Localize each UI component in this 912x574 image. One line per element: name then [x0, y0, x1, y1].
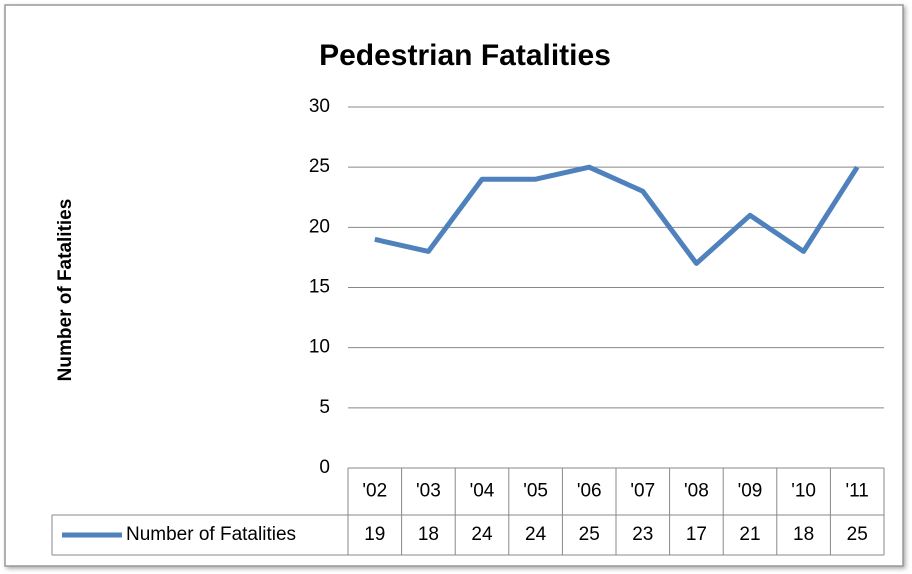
table-value: 17	[686, 524, 707, 545]
x-tick-label: '09	[738, 481, 763, 502]
x-tick-label: '05	[523, 481, 548, 502]
y-tick-label: 0	[319, 457, 330, 478]
y-tick-label: 25	[309, 156, 330, 177]
y-tick-label: 10	[309, 337, 330, 358]
table-value: 18	[793, 524, 814, 545]
x-tick-label: '10	[791, 481, 816, 502]
x-tick-label: '02	[362, 481, 387, 502]
x-tick-label: '08	[684, 481, 709, 502]
line-series	[374, 164, 860, 266]
table-value: 18	[418, 524, 439, 545]
table-value: 25	[579, 524, 600, 545]
y-tick-label: 15	[309, 277, 330, 298]
legend-label: Number of Fatalities	[126, 524, 296, 545]
x-tick-label: '04	[470, 481, 495, 502]
table-value: 23	[632, 524, 653, 545]
table-value: 21	[739, 524, 760, 545]
y-tick-label: 30	[309, 96, 330, 117]
x-tick-label: '06	[577, 481, 602, 502]
y-tick-label: 20	[309, 216, 330, 237]
x-tick-label: '03	[416, 481, 441, 502]
y-tick-label: 5	[319, 397, 330, 418]
y-axis-label: Number of Fatalities	[55, 199, 76, 382]
x-tick-label: '07	[630, 481, 655, 502]
chart-title: Pedestrian Fatalities	[319, 39, 611, 72]
x-tick-label: '11	[846, 481, 869, 502]
table-value: 25	[847, 524, 868, 545]
table-value: 19	[364, 524, 385, 545]
table-value: 24	[525, 524, 547, 545]
chart-frame	[4, 4, 904, 567]
table-value: 24	[471, 524, 493, 545]
